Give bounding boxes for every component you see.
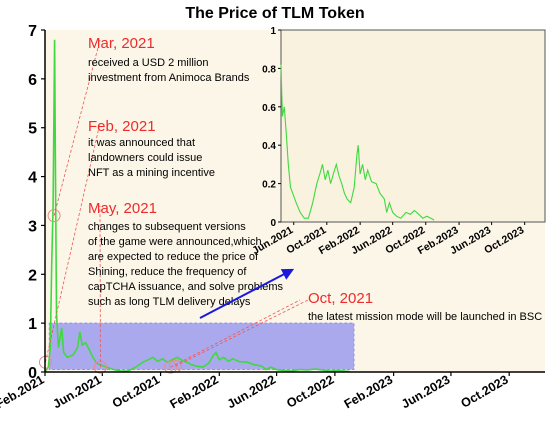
inset-y-tick-label: 0: [270, 218, 276, 229]
y-tick-label: 7: [28, 23, 37, 40]
x-tick-label: Jun.2022: [225, 372, 278, 411]
y-tick-label: 4: [28, 170, 37, 187]
x-tick-label: Feb.2023: [342, 372, 395, 411]
y-tick-label: 0: [28, 365, 37, 382]
inset-y-tick-label: 0.6: [262, 103, 276, 114]
annotation-text: landowners could issue: [88, 152, 202, 164]
zoom-arrow: [199, 268, 295, 319]
annotation-title: Oct, 2021: [308, 290, 373, 307]
annotation-text: investment from Animoca Brands: [88, 72, 250, 84]
event-marker: [47, 209, 61, 223]
annotation-title: May, 2021: [88, 200, 157, 217]
annotation-text: the latest mission mode will be launched…: [308, 311, 542, 323]
annotation-text: Shining, reduce the frequency of: [88, 266, 247, 278]
annotation-text: changes to subsequent versions: [88, 221, 246, 233]
chart-title: The Price of TLM Token: [185, 5, 364, 22]
annotation-text: of the game were announced,which: [88, 236, 262, 248]
annotation-text: received a USD 2 million: [88, 57, 208, 69]
inset-plot-area: [280, 29, 546, 223]
annotation-text: NFT as a mining incentive: [88, 167, 215, 179]
annotation-text: capTCHA issuance, and solve problems: [88, 281, 284, 293]
inset-y-tick-label: 0.8: [262, 64, 276, 75]
annotation-leader: [53, 39, 101, 216]
inset-y-tick-label: 1: [270, 26, 276, 37]
inset-y-tick-label: 0.2: [262, 180, 276, 191]
annotation-title: Feb, 2021: [88, 118, 156, 135]
highlight-band: [48, 322, 355, 371]
x-tick-label: Jun.2023: [399, 372, 452, 411]
y-tick-label: 2: [28, 267, 37, 284]
x-tick-label: Feb.2021: [0, 372, 47, 411]
x-tick-label: Feb.2022: [167, 372, 220, 411]
annotation-title: Mar, 2021: [88, 35, 155, 52]
inset-series-line: [280, 64, 435, 221]
y-tick-label: 6: [28, 72, 37, 89]
event-marker: [164, 360, 178, 374]
annotation-text: are expected to reduce the price of: [88, 251, 259, 263]
x-tick-label: Jun.2021: [50, 372, 103, 411]
y-tick-label: 1: [28, 316, 37, 333]
annotation-leader: [170, 299, 301, 368]
inset-y-tick-label: 0.4: [262, 141, 276, 152]
y-tick-label: 3: [28, 218, 37, 235]
annotation-text: it was announced that: [88, 137, 195, 149]
y-tick-label: 5: [28, 121, 37, 138]
x-tick-label: Oct.2021: [110, 372, 162, 410]
x-tick-label: Oct.2023: [459, 372, 511, 410]
annotation-leader: [45, 122, 101, 363]
annotation-text: such as long TLM delivery delays: [88, 296, 251, 308]
x-tick-label: Oct.2022: [284, 372, 336, 410]
